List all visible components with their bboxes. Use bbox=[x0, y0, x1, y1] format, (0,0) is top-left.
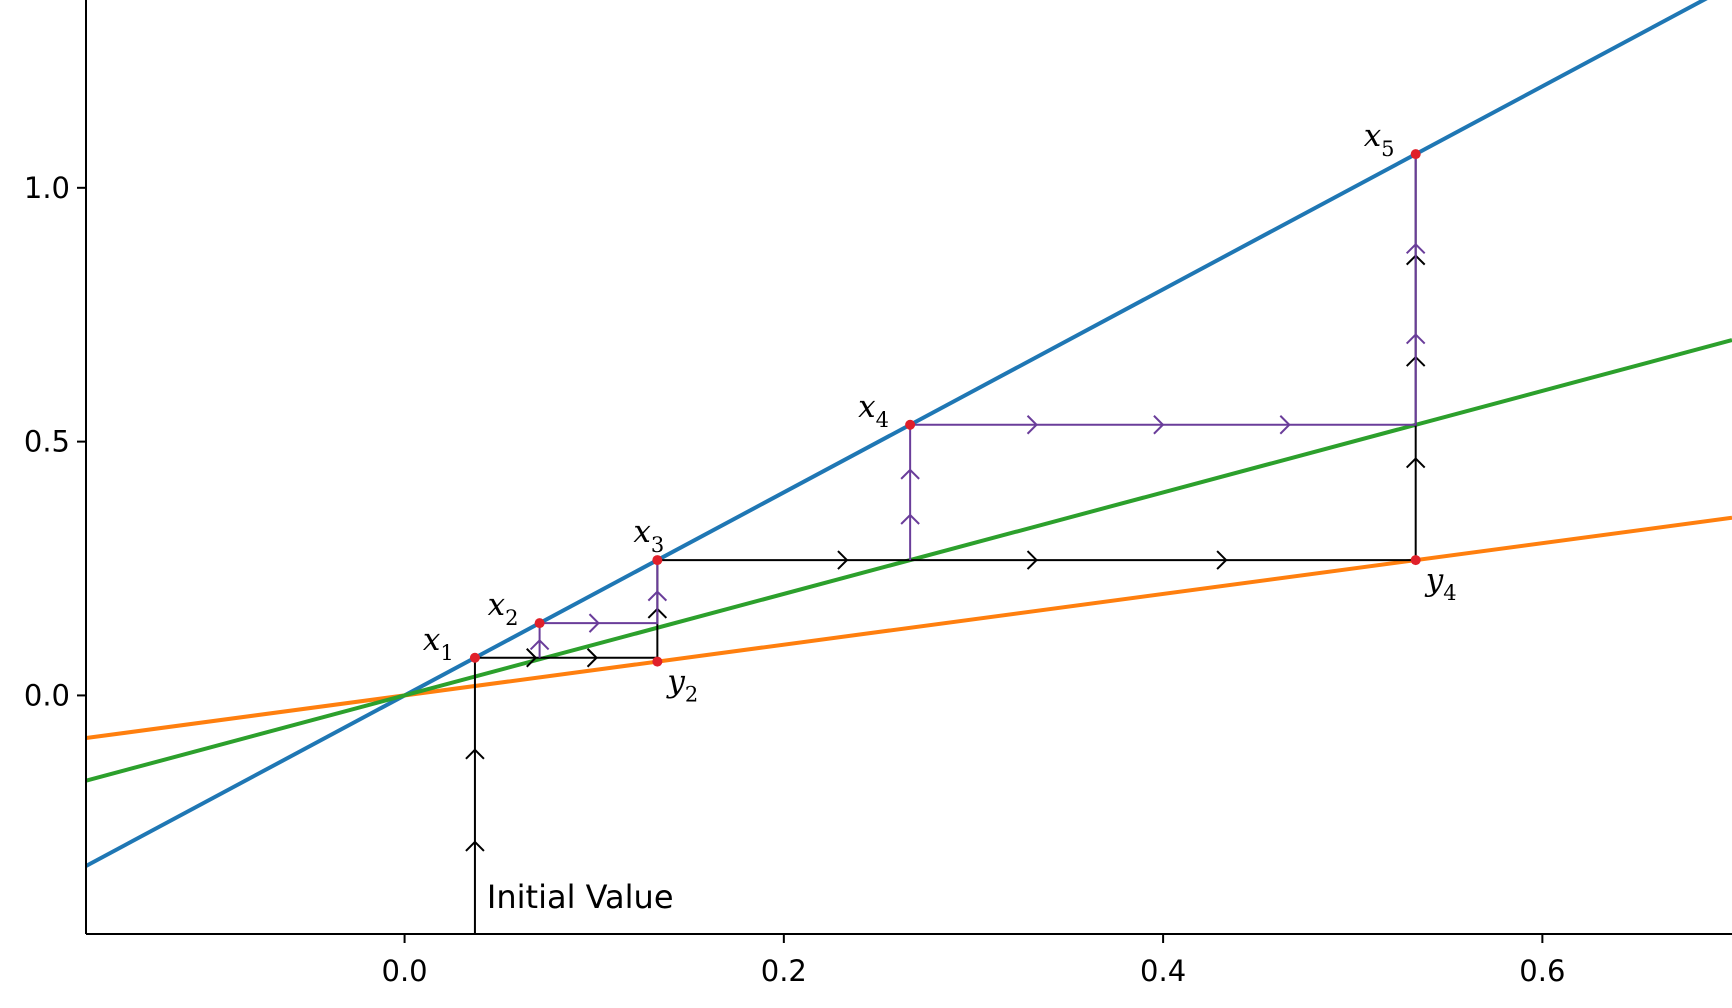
point-x2 bbox=[534, 618, 545, 629]
y-tick-label: 0.5 bbox=[24, 425, 70, 459]
y-tick-label: 1.0 bbox=[24, 171, 70, 205]
point-label-x2: x2 bbox=[488, 587, 519, 630]
direction-arrow bbox=[1279, 415, 1291, 435]
direction-arrow bbox=[586, 648, 598, 668]
direction-arrow bbox=[900, 468, 920, 480]
point-x3 bbox=[652, 555, 663, 566]
direction-arrow bbox=[529, 639, 550, 651]
point-y4 bbox=[1410, 555, 1421, 566]
ticks: 0.0 0.2 0.4 0.6 0.0 0.5 1.0 bbox=[24, 171, 1566, 988]
direction-arrow bbox=[900, 513, 920, 525]
initial-value-annotation: Initial Value bbox=[487, 878, 674, 916]
direction-arrow bbox=[588, 613, 600, 633]
direction-arrow bbox=[1405, 457, 1426, 469]
direction-arrow bbox=[465, 748, 485, 760]
direction-arrow bbox=[1153, 415, 1165, 435]
point-label-x5: x5 bbox=[1364, 118, 1395, 161]
marked-points: x1 x2 x3 x4 x5 y2 y4 bbox=[423, 118, 1457, 706]
series-line-1 bbox=[86, 0, 1708, 868]
point-y2 bbox=[652, 656, 663, 667]
series-layer bbox=[86, 0, 1732, 868]
point-label-x1: x1 bbox=[423, 622, 454, 665]
iteration-path-3 bbox=[909, 154, 1417, 561]
point-label-x4: x4 bbox=[858, 389, 889, 432]
direction-arrow bbox=[465, 840, 485, 852]
axes bbox=[85, 0, 1732, 935]
x-tick-label: 0.4 bbox=[1140, 954, 1186, 988]
x-tick-label: 0.2 bbox=[761, 954, 807, 988]
x-tick-label: 0.6 bbox=[1519, 954, 1565, 988]
point-label-y4: y4 bbox=[1424, 562, 1457, 605]
direction-arrow bbox=[526, 648, 538, 668]
direction-arrow bbox=[1026, 415, 1038, 435]
direction-arrow bbox=[1405, 333, 1426, 345]
direction-arrow bbox=[647, 590, 668, 602]
y-tick-label: 0.0 bbox=[24, 678, 70, 712]
point-x1 bbox=[469, 652, 480, 663]
point-x4 bbox=[905, 419, 916, 430]
series-line-2 bbox=[86, 515, 1732, 741]
direction-arrow bbox=[837, 550, 849, 570]
iteration-path-1 bbox=[473, 154, 1417, 934]
iteration-paths bbox=[465, 154, 1426, 934]
direction-arrow bbox=[1216, 550, 1228, 570]
point-label-x3: x3 bbox=[633, 514, 664, 557]
direction-arrow bbox=[1405, 242, 1426, 255]
point-x5 bbox=[1410, 149, 1421, 160]
point-label-y2: y2 bbox=[665, 664, 698, 707]
x-tick-label: 0.0 bbox=[382, 954, 428, 988]
direction-arrow bbox=[1026, 550, 1038, 570]
